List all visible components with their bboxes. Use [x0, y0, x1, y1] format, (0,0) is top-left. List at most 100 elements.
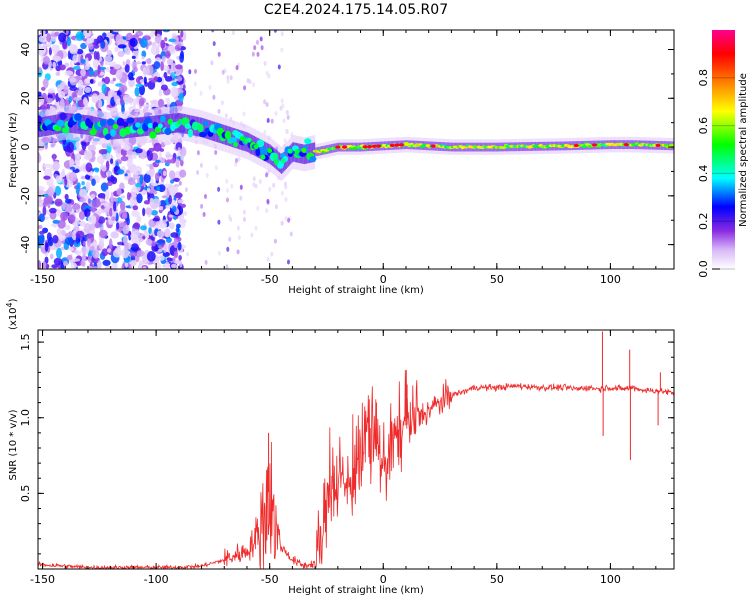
noise-blob: [139, 174, 144, 185]
x-tick-label: 0: [380, 273, 387, 286]
ridge-blob: [160, 115, 166, 123]
ridge-blob: [260, 154, 266, 160]
noise-blob: [162, 30, 171, 33]
noise-blob: [46, 97, 53, 104]
noise-blob: [252, 82, 255, 88]
noise-blob: [134, 87, 140, 97]
noise-blob: [214, 150, 218, 155]
noise-blob: [87, 266, 93, 269]
x-tick-label: 100: [600, 273, 621, 286]
noise-blob: [116, 197, 123, 204]
noise-blob: [55, 175, 63, 184]
noise-blob: [41, 86, 46, 91]
noise-blob: [88, 43, 94, 50]
noise-blob: [160, 39, 166, 49]
colorbar-tick-label: 0.2: [697, 212, 710, 230]
noise-blob: [124, 173, 128, 177]
noise-blob: [38, 186, 45, 191]
noise-blob: [38, 35, 48, 43]
noise-blob: [98, 208, 104, 213]
noise-blob: [158, 89, 163, 97]
noise-blob: [181, 155, 185, 161]
x-tick-label: -50: [261, 273, 279, 286]
noise-blob: [38, 195, 42, 203]
noise-blob: [73, 97, 82, 101]
noise-blob: [94, 168, 100, 173]
noise-blob: [282, 118, 286, 124]
noise-blob: [101, 165, 107, 172]
noise-blob: [111, 176, 118, 185]
noise-blob: [119, 96, 124, 106]
noise-blob: [145, 238, 153, 246]
noise-blob: [158, 98, 164, 108]
noise-blob: [116, 169, 125, 175]
noise-blob: [82, 38, 88, 42]
noise-blob: [179, 146, 187, 158]
ridge-hotspot: [371, 144, 377, 148]
ridge-band: [239, 129, 241, 150]
noise-blob: [226, 197, 229, 203]
noise-blob: [210, 60, 214, 66]
noise-blob: [119, 182, 125, 191]
noise-blob: [127, 181, 137, 185]
ridge-blob: [122, 121, 129, 128]
noise-blob: [243, 85, 247, 91]
noise-blob: [283, 138, 287, 144]
noise-blob: [91, 178, 96, 186]
noise-blob: [280, 47, 284, 53]
noise-blob: [273, 238, 277, 244]
noise-blob: [199, 162, 203, 168]
noise-blob: [104, 55, 113, 62]
spectrogram-panel: -150 -100 -50 0 50 100 40 20 0 -20 -40 Height of s…: [8, 29, 675, 296]
noise-blob: [51, 44, 60, 53]
noise-blob: [177, 241, 182, 251]
noise-blob: [285, 110, 289, 115]
ridge-blob: [253, 144, 259, 150]
noise-blob: [122, 144, 131, 151]
ridge-blob: [246, 137, 252, 143]
noise-blob: [228, 214, 232, 220]
noise-blob: [77, 79, 84, 91]
noise-blob: [79, 188, 88, 198]
colorbar-ticks: 0.0 0.2 0.4 0.6 0.8: [697, 69, 735, 278]
noise-blob: [284, 216, 288, 222]
noise-blob: [65, 198, 72, 204]
noise-blob: [165, 98, 170, 103]
noise-blob: [186, 251, 190, 257]
snr-frame: [37, 329, 675, 570]
noise-blob: [48, 47, 53, 56]
noise-blob: [95, 198, 100, 202]
noise-blob: [128, 76, 135, 81]
ridge-band: [101, 118, 103, 138]
noise-blob: [239, 184, 243, 190]
noise-blob: [86, 238, 92, 247]
noise-blob: [106, 66, 110, 72]
ridge-band: [259, 139, 261, 159]
colorbar-tick-label: 0.0: [697, 260, 710, 278]
noise-blob: [174, 192, 183, 199]
noise-blob: [136, 193, 143, 204]
noise-blob: [256, 205, 260, 211]
y-tick-label: 1.5: [19, 333, 32, 351]
noise-blob: [112, 249, 122, 258]
spectrogram-y-label: Frequency (Hz): [8, 112, 19, 188]
noise-blob: [242, 209, 246, 215]
noise-blob: [162, 219, 168, 223]
ridge-band: [64, 113, 66, 133]
noise-blob: [97, 64, 101, 75]
noise-blob: [168, 194, 173, 205]
ridge-blob: [581, 145, 587, 149]
noise-blob: [226, 246, 230, 252]
noise-blob: [193, 81, 197, 87]
noise-blob: [122, 224, 130, 234]
noise-blob: [78, 210, 86, 220]
noise-blob: [178, 43, 182, 49]
noise-blob: [44, 195, 53, 204]
noise-blob: [82, 240, 86, 247]
noise-blob: [85, 181, 91, 192]
noise-blob: [98, 149, 108, 155]
noise-blob: [131, 151, 137, 159]
ridge-blob: [224, 130, 232, 140]
noise-blob: [164, 37, 168, 42]
